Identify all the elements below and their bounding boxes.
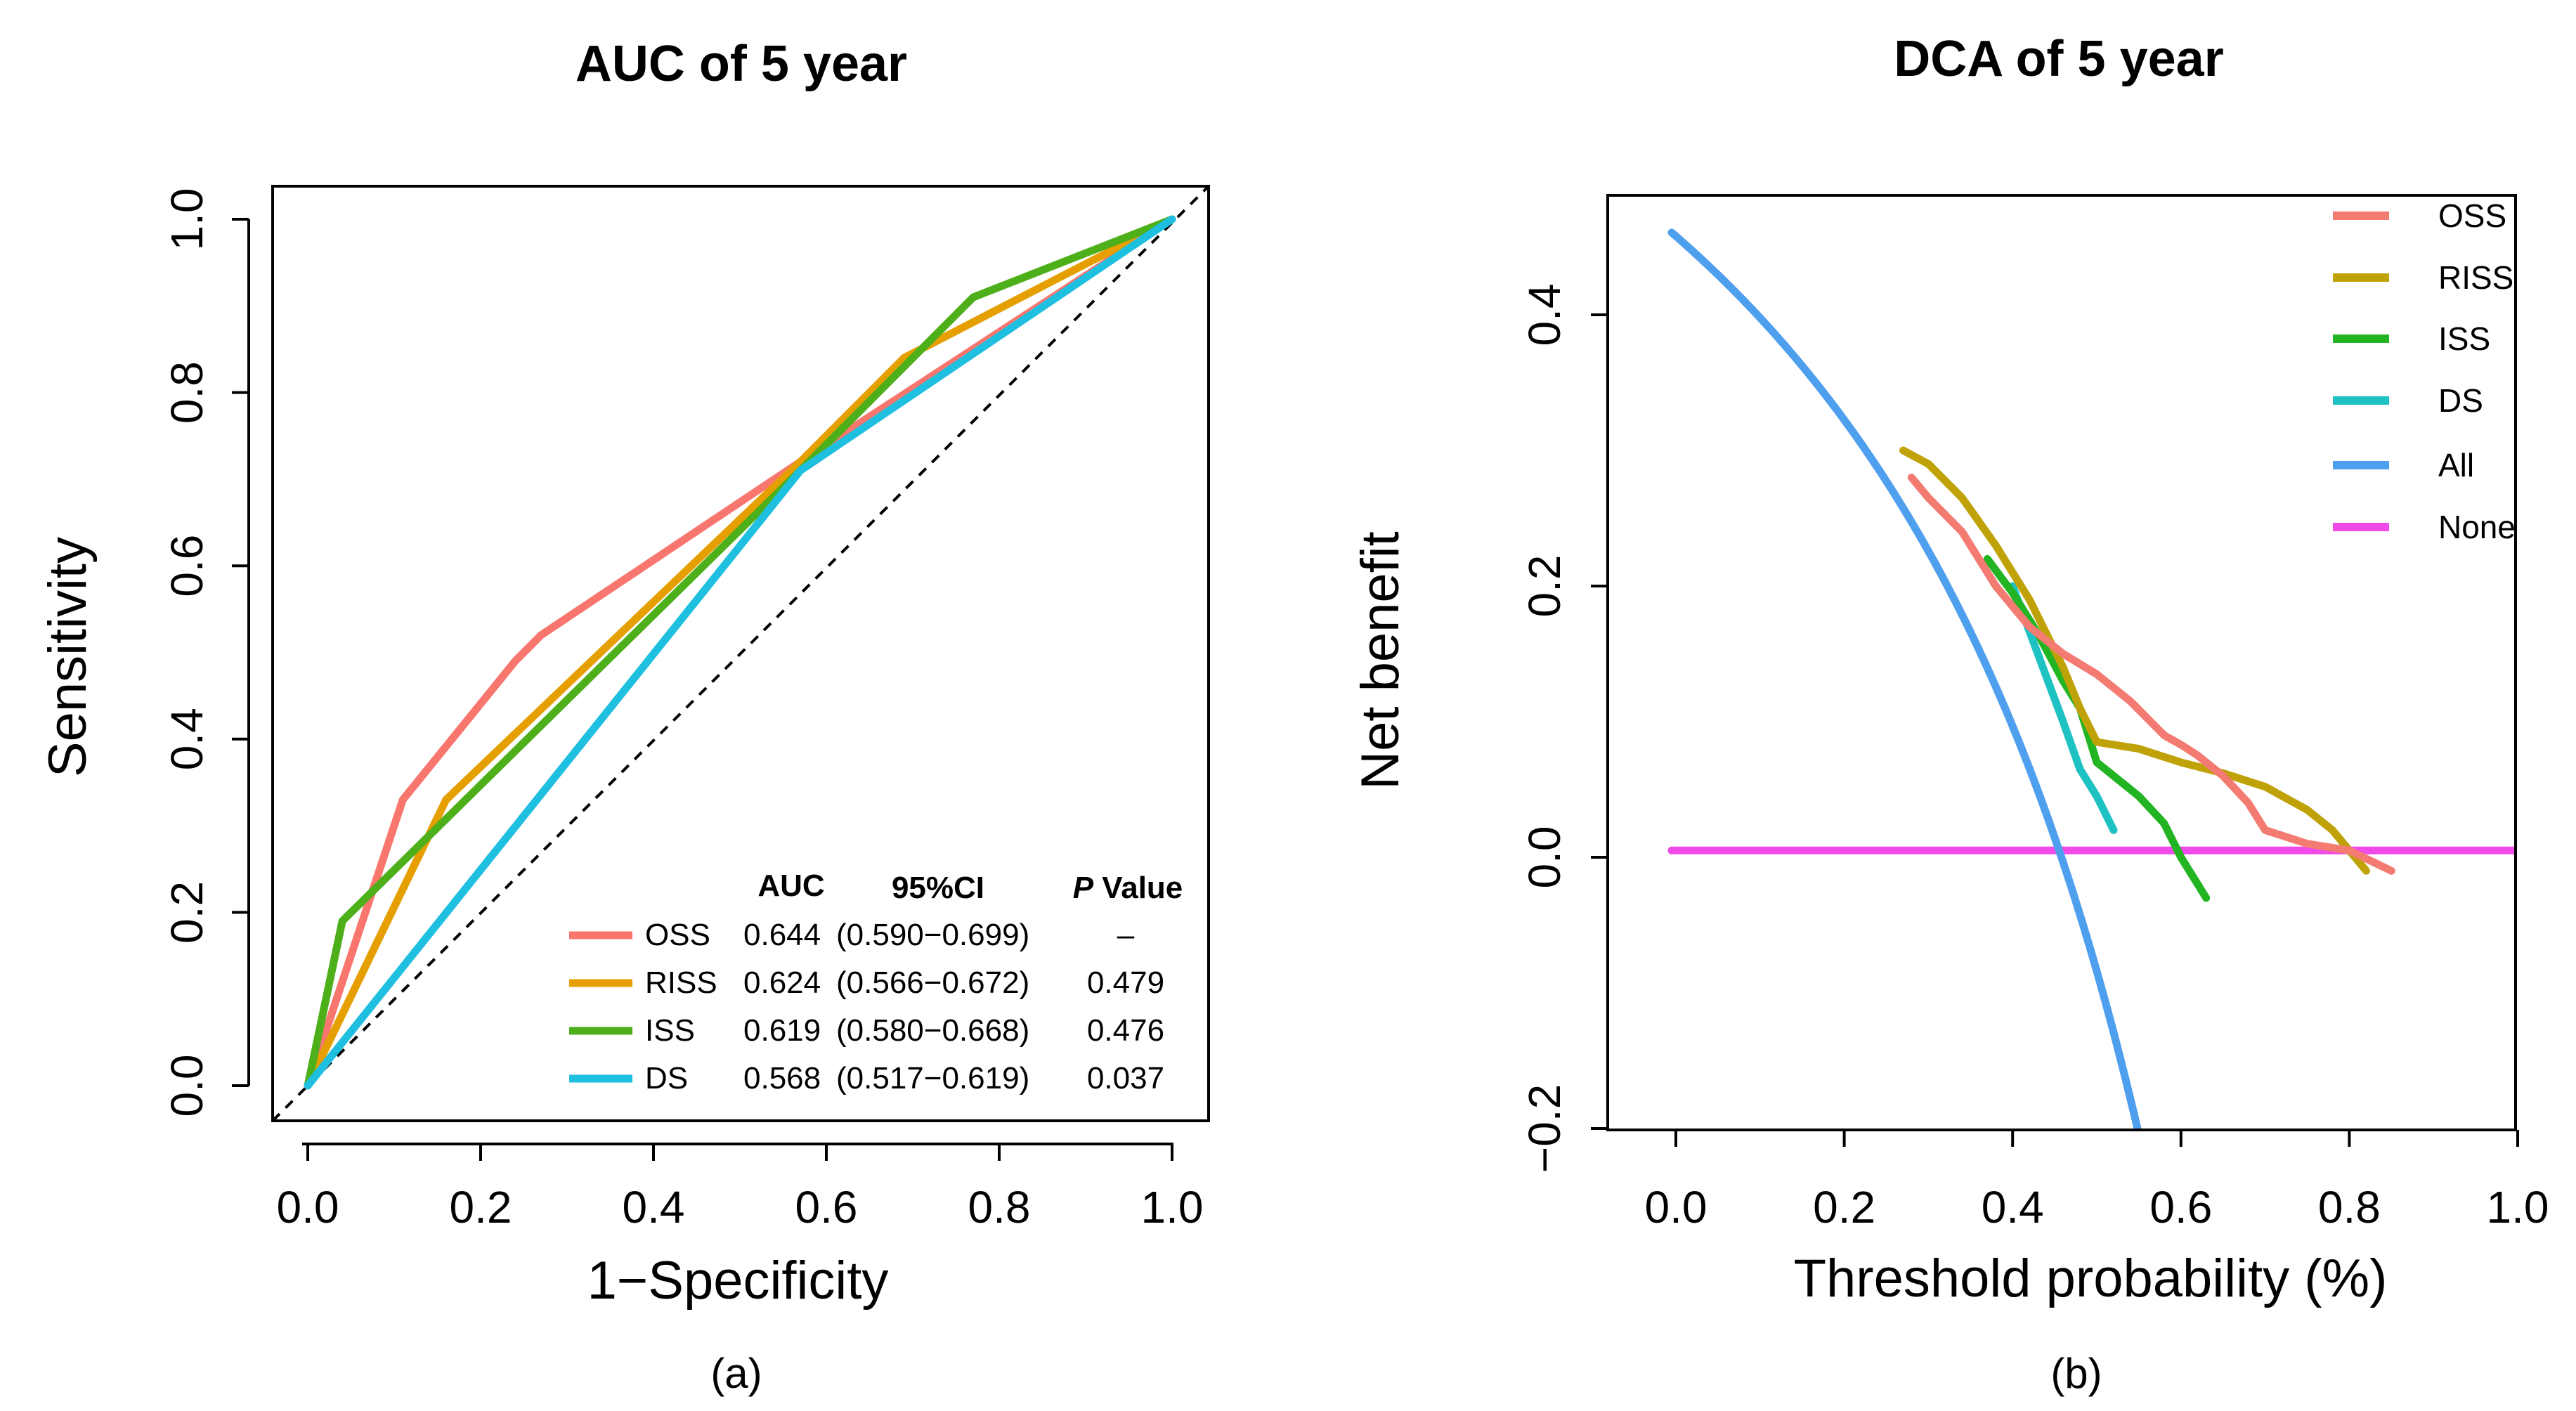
roc-legend-ci-iss: (0.580−0.668): [836, 1013, 1029, 1048]
roc-legend-ci-riss: (0.566−0.672): [836, 965, 1029, 1000]
roc-line-ds: [304, 215, 1176, 1090]
roc-y-tick-label: 0.4: [162, 708, 212, 770]
roc-x-tick-label: 0.6: [795, 1182, 858, 1233]
dca-y-ticks: −0.2 0.0 0.2 0.4: [1519, 284, 1608, 1173]
dca-x-axis-label: Threshold probability (%): [1794, 1249, 2388, 1308]
roc-legend-name-iss: ISS: [645, 1013, 695, 1048]
roc-legend-name-riss: RISS: [645, 965, 717, 1000]
roc-y-tick-label: 0.8: [162, 361, 212, 424]
roc-legend-p-riss: 0.479: [1087, 965, 1164, 1000]
dca-line-all: [1667, 228, 2142, 1129]
dca-legend-label-none: None: [2438, 509, 2516, 545]
roc-plot-frame: [271, 185, 1210, 1122]
roc-legend-header-ci: 95%CI: [892, 871, 984, 905]
roc-x-tick-label: 0.2: [450, 1182, 512, 1233]
roc-panel-label: (a): [710, 1350, 762, 1397]
dca-legend-label-ds: DS: [2438, 382, 2483, 419]
dca-title: DCA of 5 year: [1894, 31, 2223, 87]
dca-legend: OSS RISS ISS DS All None: [2333, 197, 2516, 545]
roc-line-oss: [304, 215, 1176, 1090]
dca-x-tick-label: 0.4: [1982, 1182, 2044, 1233]
dca-x-tick-label: 0.6: [2149, 1182, 2212, 1233]
dca-line-ds: [2008, 582, 2118, 834]
roc-panel: AUC of 5 year 0.0 0.2 0.4 0.6 0.8 1.0 0.00.20…: [38, 36, 1210, 1397]
roc-title: AUC of 5 year: [575, 36, 907, 92]
dca-y-tick-label: 0.0: [1519, 826, 1570, 889]
dca-legend-label-riss: RISS: [2438, 259, 2513, 296]
roc-x-axis-label: 1−Specificity: [587, 1251, 889, 1311]
roc-x-tick-label: 0.4: [623, 1182, 685, 1233]
dca-legend-label-oss: OSS: [2438, 197, 2506, 234]
dca-y-tick-label: 0.4: [1519, 284, 1570, 346]
roc-legend-ci-ds: (0.517−0.619): [836, 1061, 1029, 1095]
roc-legend-auc-iss: 0.619: [743, 1013, 821, 1048]
roc-x-tick-label: 1.0: [1141, 1182, 1204, 1233]
roc-legend-header-auc: AUC: [757, 869, 824, 903]
dca-x-tick-label: 0.0: [1645, 1182, 1707, 1233]
dca-y-axis-label: Net benefit: [1351, 531, 1410, 790]
roc-y-tick-label: 0.2: [162, 881, 212, 944]
roc-y-tick-label: 1.0: [162, 188, 212, 251]
roc-legend-p-oss: –: [1117, 918, 1135, 952]
roc-legend-p-iss: 0.476: [1087, 1013, 1164, 1048]
roc-legend-ci-oss: (0.590−0.699): [836, 918, 1029, 952]
roc-x-ticks: 0.0 0.2 0.4 0.6 0.8 1.0: [277, 1144, 1204, 1233]
dca-legend-label-all: All: [2438, 447, 2474, 483]
dca-x-ticks: 0.0 0.2 0.4 0.6 0.8 1.0: [1645, 1130, 2549, 1233]
dca-y-tick-label: 0.2: [1519, 555, 1570, 618]
dca-x-tick-label: 1.0: [2487, 1182, 2549, 1233]
dca-series: [1667, 228, 2514, 1129]
roc-legend-header-p-italic: P: [1073, 871, 1094, 905]
dca-line-oss: [1907, 474, 2395, 875]
dca-legend-label-iss: ISS: [2438, 320, 2490, 357]
dca-line-riss: [1899, 446, 2370, 875]
dca-x-tick-label: 0.8: [2318, 1182, 2381, 1233]
roc-series: [304, 215, 1176, 1090]
roc-legend-header-p: P Value: [1073, 871, 1183, 905]
dca-panel: DCA of 5 year 0.0 0.2 0.4 0.6 0.8 1.0 −0.2 0.0…: [1351, 31, 2549, 1397]
roc-legend-auc-riss: 0.624: [743, 965, 821, 1000]
roc-y-ticks: 0.0 0.2 0.4 0.6 0.8 1.0: [162, 188, 249, 1117]
roc-x-tick-label: 0.0: [277, 1182, 339, 1233]
roc-legend-name-ds: DS: [645, 1061, 688, 1095]
dca-y-tick-label: −0.2: [1519, 1084, 1570, 1173]
roc-line-riss: [304, 215, 1176, 1090]
roc-reference-diagonal: [271, 185, 1210, 1122]
dca-panel-label: (b): [2050, 1350, 2102, 1397]
roc-y-tick-label: 0.0: [162, 1055, 212, 1117]
dca-x-tick-label: 0.2: [1813, 1182, 1875, 1233]
roc-legend-auc-ds: 0.568: [743, 1061, 821, 1095]
roc-legend-p-ds: 0.037: [1087, 1061, 1164, 1095]
roc-legend-auc-oss: 0.644: [743, 918, 821, 952]
roc-legend-name-oss: OSS: [645, 918, 710, 952]
roc-y-tick-label: 0.6: [162, 535, 212, 597]
roc-legend-header-p-rest: Value: [1093, 871, 1183, 905]
roc-y-axis-label: Sensitivity: [38, 537, 98, 777]
roc-legend: AUC 95%CI P Value OSS 0.644 (0.590−0.699) –…: [569, 869, 1183, 1095]
roc-x-tick-label: 0.8: [968, 1182, 1031, 1233]
